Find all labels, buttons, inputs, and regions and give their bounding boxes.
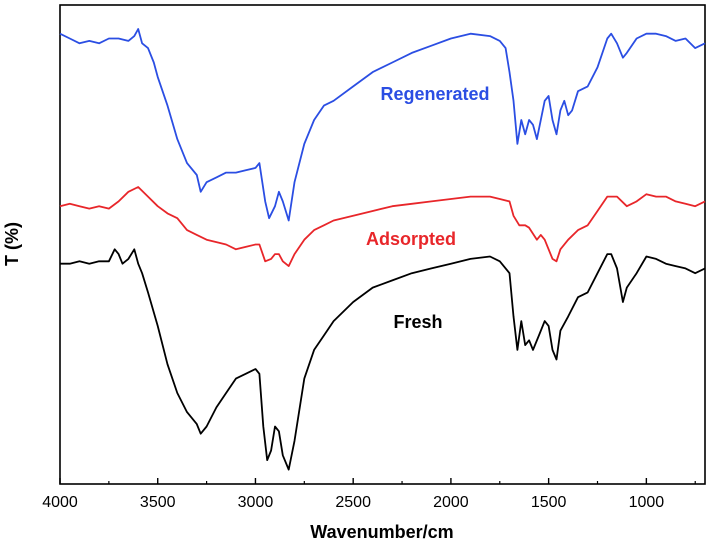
x-tick-label: 3500	[140, 494, 176, 511]
x-axis-ticks: 4000 3500 3000 2500 2000 1500 1000	[42, 478, 696, 511]
series-label-adsorpted: Adsorpted	[366, 229, 456, 249]
x-tick-label: 1500	[531, 494, 567, 511]
series-label-fresh: Fresh	[393, 312, 442, 332]
series-line-adsorpted	[59, 186, 706, 267]
x-axis-title: Wavenumber/cm	[310, 522, 453, 542]
series-line-regenerated	[59, 28, 706, 222]
x-tick-label: 2000	[433, 494, 469, 511]
series-line-fresh	[60, 248, 706, 471]
x-tick-label: 3000	[238, 494, 274, 511]
x-tick-label: 2500	[335, 494, 371, 511]
x-tick-label: 4000	[42, 494, 78, 511]
plot-frame	[59, 4, 706, 485]
series-layer	[59, 28, 706, 471]
series-label-regenerated: Regenerated	[380, 84, 489, 104]
y-axis-title: T (%)	[2, 222, 22, 266]
series-labels: Regenerated Adsorpted Fresh	[366, 84, 490, 332]
x-tick-label: 1000	[629, 494, 665, 511]
